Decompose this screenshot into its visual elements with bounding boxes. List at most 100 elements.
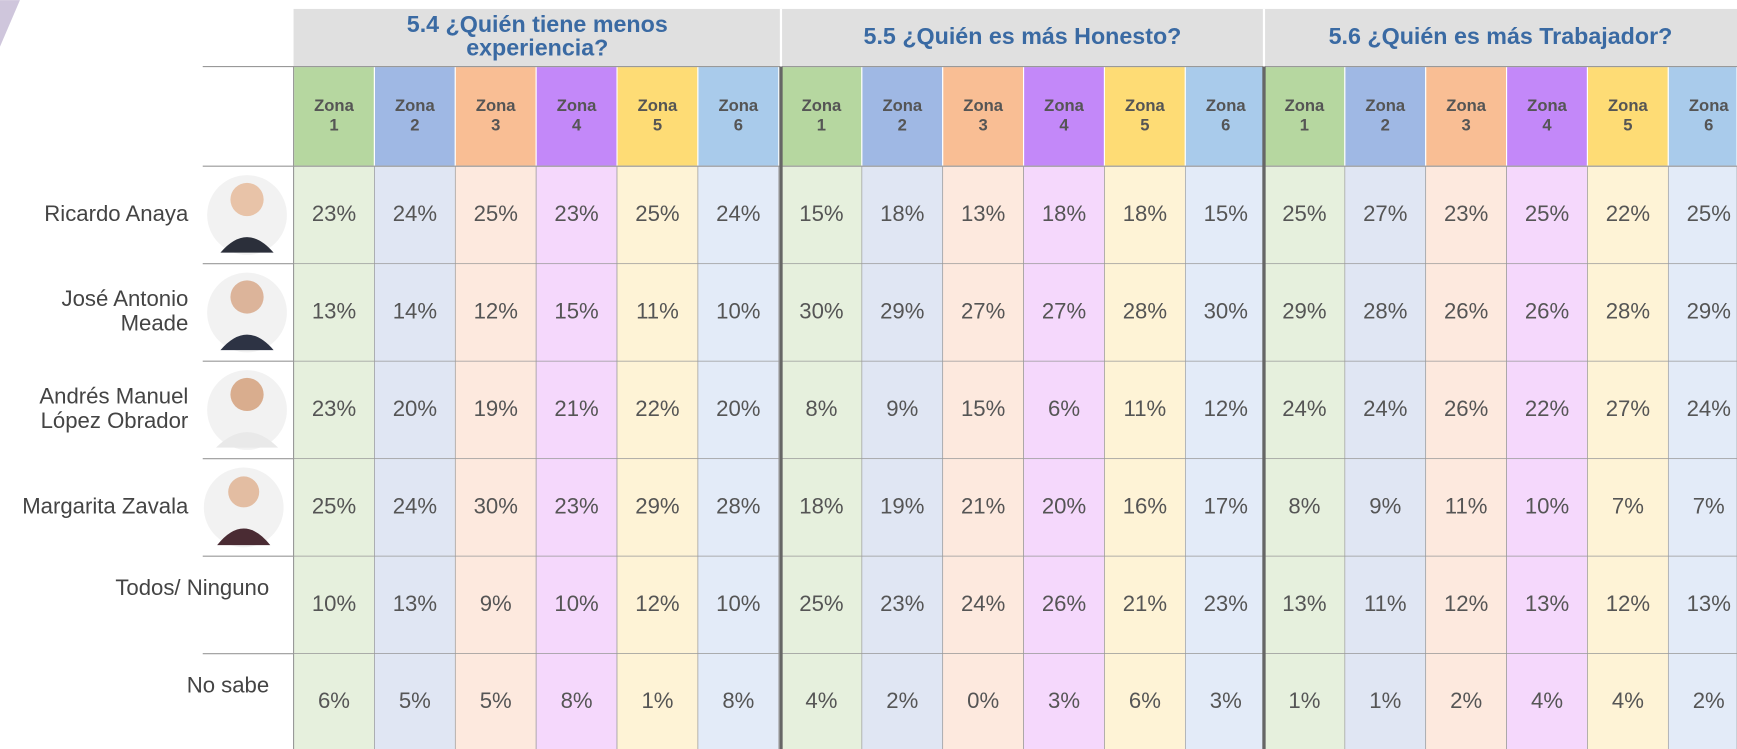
cell xyxy=(616,653,699,749)
cell xyxy=(1506,165,1588,265)
group-title: 5.5 ¿Quién es más Honesto? xyxy=(864,23,1182,49)
cell xyxy=(1263,360,1346,460)
cell-value: 26% xyxy=(1444,298,1488,323)
photo xyxy=(203,467,284,548)
zone-label: Zona xyxy=(882,96,922,115)
cell-value: 2% xyxy=(886,688,918,713)
cell-value: 21% xyxy=(1123,591,1167,616)
cell xyxy=(1263,555,1346,654)
row-label: López Obrador xyxy=(41,408,189,433)
cell-value: 6% xyxy=(318,688,350,713)
cell xyxy=(1587,458,1669,557)
cell xyxy=(942,653,1024,749)
cell-value: 15% xyxy=(554,298,598,323)
zone-header xyxy=(454,65,537,167)
cell-value: 11% xyxy=(1445,493,1488,518)
cell xyxy=(1023,263,1105,362)
cell-value: 28% xyxy=(716,493,760,518)
cell-value: 23% xyxy=(554,493,598,518)
cell xyxy=(1344,263,1427,362)
group-title: experiencia? xyxy=(466,35,608,61)
cell-value: 2% xyxy=(1450,688,1482,713)
cell-value: 23% xyxy=(880,591,924,616)
cell xyxy=(374,458,456,557)
zone-label: Zona xyxy=(395,96,435,115)
cell xyxy=(454,263,537,362)
zone-label: 2 xyxy=(1381,116,1390,135)
cell xyxy=(780,555,863,654)
cell-value: 30% xyxy=(1204,298,1248,323)
cell-value: 25% xyxy=(474,201,518,226)
zone-label: 4 xyxy=(572,116,582,135)
cell-value: 7% xyxy=(1612,493,1644,518)
cell xyxy=(1506,653,1588,749)
cell xyxy=(1506,360,1588,460)
cell xyxy=(374,165,456,265)
cell xyxy=(454,555,537,654)
cell-value: 8% xyxy=(805,396,837,421)
cell xyxy=(1506,458,1588,557)
cell-value: 22% xyxy=(1525,396,1569,421)
cell xyxy=(535,555,618,654)
zone-label: Zona xyxy=(314,96,354,115)
zone-label: Zona xyxy=(557,96,597,115)
zone-label: 6 xyxy=(1221,116,1230,135)
row-label: Ricardo Anaya xyxy=(44,201,189,226)
cell-value: 9% xyxy=(1369,493,1401,518)
cell-value: 25% xyxy=(1525,201,1569,226)
cell-value: 18% xyxy=(880,201,924,226)
cell-value: 13% xyxy=(1687,591,1731,616)
cell xyxy=(780,263,863,362)
cell-value: 4% xyxy=(805,688,837,713)
cell xyxy=(861,263,944,362)
cell-value: 12% xyxy=(635,591,679,616)
group-title: 5.6 ¿Quién es más Trabajador? xyxy=(1329,23,1673,49)
group-header xyxy=(780,8,1264,67)
cell-value: 1% xyxy=(1369,688,1401,713)
group-title: 5.4 ¿Quién tiene menos xyxy=(407,11,668,37)
cell xyxy=(1344,555,1427,654)
cell-value: 7% xyxy=(1693,493,1725,518)
cell-value: 12% xyxy=(1204,396,1248,421)
cell-value: 22% xyxy=(1606,201,1650,226)
cell xyxy=(616,555,699,654)
cell xyxy=(697,653,780,749)
zone-label: Zona xyxy=(1527,96,1567,115)
cell-value: 16% xyxy=(1123,493,1167,518)
zone-label: 2 xyxy=(898,116,907,135)
cell xyxy=(454,165,537,265)
cell-value: 3% xyxy=(1210,688,1242,713)
cell-value: 2% xyxy=(1693,688,1725,713)
cell xyxy=(1667,263,1737,362)
cell-value: 13% xyxy=(393,591,437,616)
cell xyxy=(1506,263,1588,362)
cell-value: 24% xyxy=(1363,396,1407,421)
cell-value: 21% xyxy=(554,396,598,421)
cell xyxy=(1104,360,1186,460)
cell-value: 23% xyxy=(312,396,356,421)
cell xyxy=(535,263,618,362)
cell-value: 20% xyxy=(716,396,760,421)
cell-value: 26% xyxy=(1525,298,1569,323)
cell xyxy=(374,360,456,460)
cell xyxy=(780,360,863,460)
cell-value: 28% xyxy=(1123,298,1167,323)
cell xyxy=(1023,360,1105,460)
cell xyxy=(942,458,1024,557)
photo xyxy=(207,175,287,255)
cell xyxy=(1184,165,1265,265)
cell xyxy=(697,360,780,460)
cell xyxy=(616,360,699,460)
cell xyxy=(1184,263,1265,362)
cell-value: 29% xyxy=(1282,298,1326,323)
row-label: Margarita Zavala xyxy=(22,493,189,518)
cell-value: 9% xyxy=(480,591,512,616)
cell-value: 19% xyxy=(474,396,518,421)
cell xyxy=(1425,555,1507,654)
cell xyxy=(1263,653,1346,749)
zone-label: 1 xyxy=(1300,116,1309,135)
row-label: Todos/ Ninguno xyxy=(115,575,269,600)
cell-value: 20% xyxy=(1042,493,1086,518)
cell xyxy=(1023,555,1105,654)
cell-value: 28% xyxy=(1363,298,1407,323)
